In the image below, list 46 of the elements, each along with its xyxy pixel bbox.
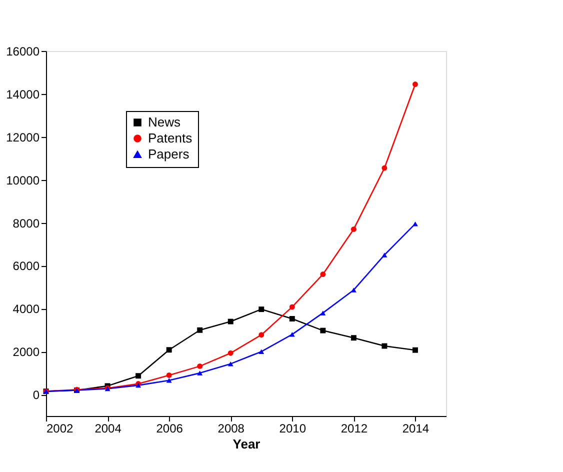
legend-label: News [148, 114, 182, 130]
point [166, 372, 172, 378]
point [197, 327, 203, 333]
x-tick-label: 2010 [279, 422, 306, 436]
point [320, 310, 326, 316]
y-tick-label: 6000 [12, 259, 40, 274]
point [258, 349, 264, 354]
point [289, 332, 295, 337]
y-tick-label: 16000 [6, 44, 40, 58]
point [320, 328, 326, 334]
point [412, 221, 418, 226]
y-tick-label: 0 [32, 388, 40, 402]
legend-label: Papers [148, 146, 190, 162]
point [382, 165, 388, 171]
y-tick-label: 8000 [12, 216, 40, 230]
point [350, 226, 356, 232]
x-tick-label: 2006 [156, 422, 184, 436]
point [228, 350, 234, 356]
point [289, 304, 295, 310]
x-tick-label: 2008 [218, 422, 245, 436]
point [166, 347, 172, 353]
point [228, 318, 234, 324]
x-tick-label: 2012 [340, 422, 368, 436]
legend-label: Patents [148, 130, 193, 146]
point [258, 306, 264, 312]
point [382, 343, 388, 349]
x-tick-label: 2002 [46, 422, 74, 436]
point [197, 370, 203, 376]
y-tick-label: 2000 [12, 345, 40, 360]
x-tick-label: 2014 [402, 422, 430, 436]
point [382, 252, 388, 258]
point [289, 316, 295, 322]
point [228, 361, 234, 366]
point [197, 363, 203, 369]
point [350, 335, 356, 341]
y-tick-label: 4000 [12, 302, 40, 316]
y-tick-label: 14000 [6, 87, 40, 102]
x-axis-title: Year [232, 436, 260, 452]
y-tick-label: 12000 [6, 130, 40, 144]
y-tick-label: 10000 [6, 173, 40, 188]
point [320, 272, 326, 278]
point [258, 332, 264, 338]
point [412, 82, 418, 88]
x-tick-label: 2004 [94, 422, 122, 436]
point [412, 347, 418, 353]
point [136, 373, 142, 379]
